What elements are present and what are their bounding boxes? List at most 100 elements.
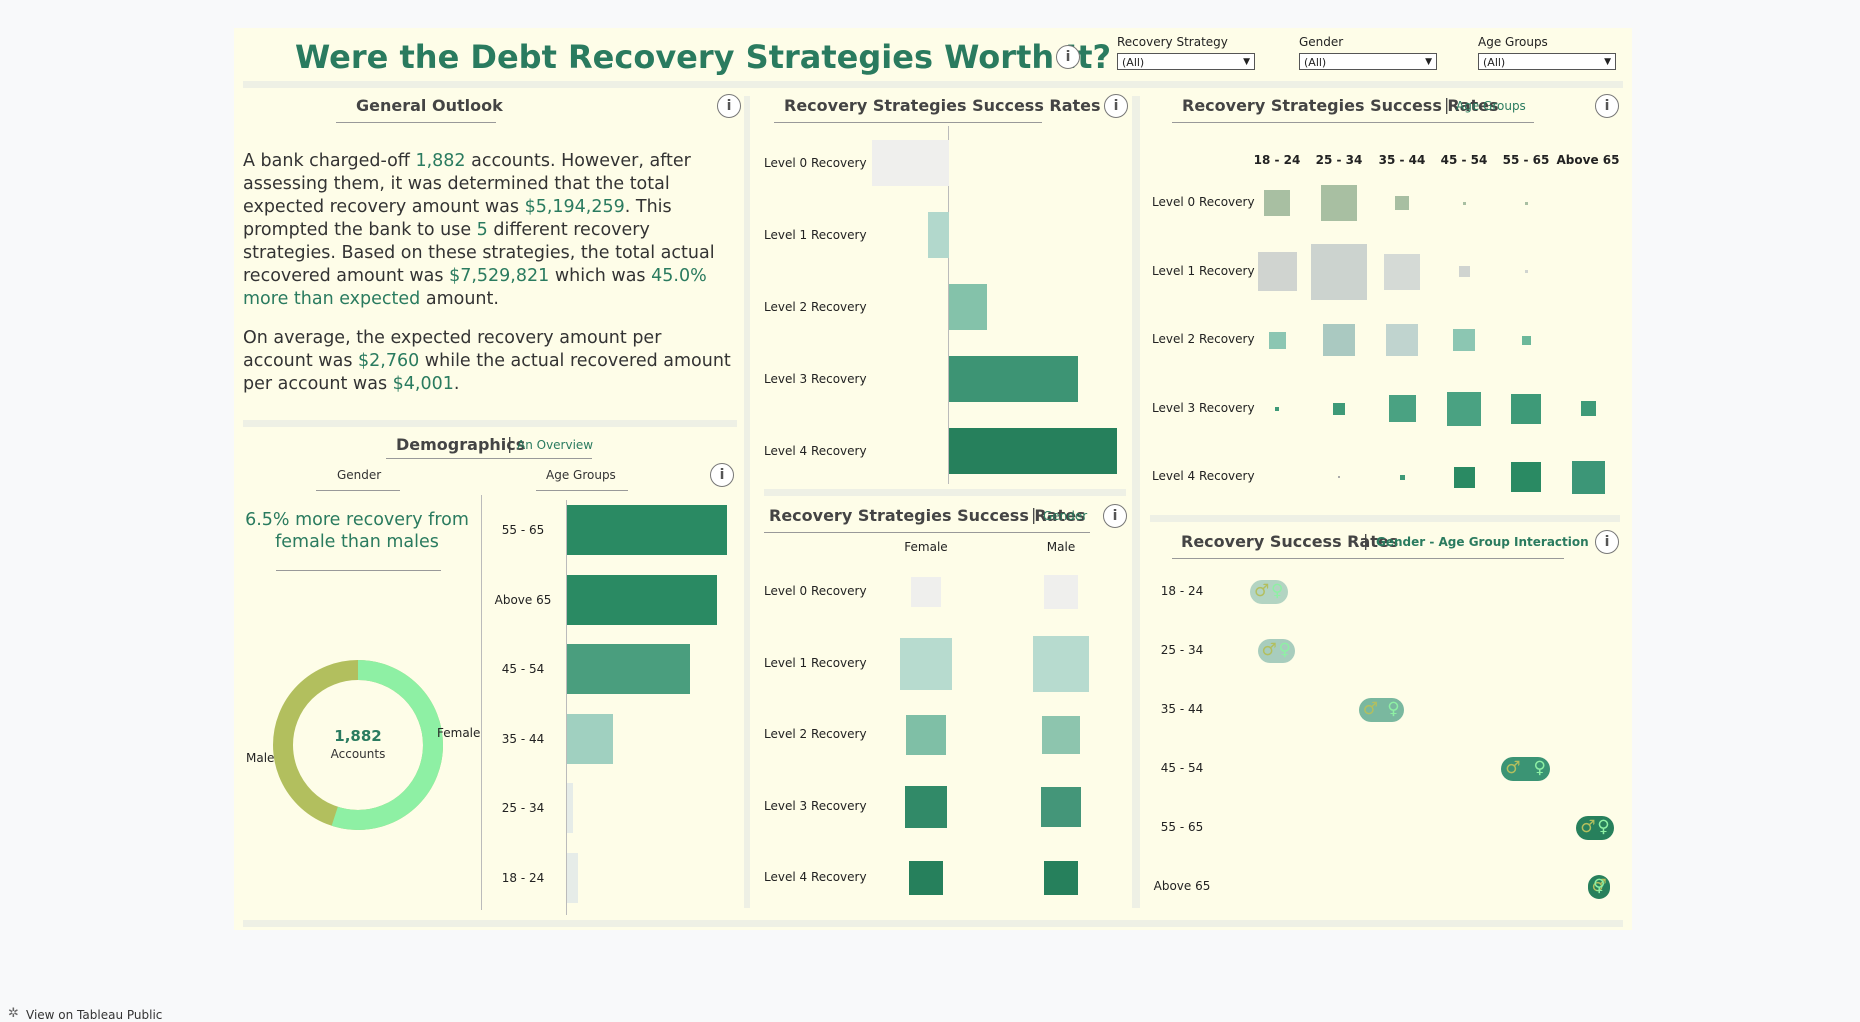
- title-underline: [386, 458, 592, 459]
- info-icon[interactable]: i: [717, 94, 741, 118]
- male-symbol-icon: ♂: [1261, 640, 1277, 660]
- age-bar-label: 25 - 34: [501, 801, 545, 815]
- age-rate-square[interactable]: [1524, 270, 1528, 273]
- filter-select-gender[interactable]: (All) ▼: [1299, 53, 1437, 70]
- gender-row-label: Level 2 Recovery: [764, 727, 867, 741]
- info-icon[interactable]: i: [1595, 530, 1619, 554]
- donut-female-segment[interactable]: [273, 660, 443, 830]
- strategy-bar[interactable]: [949, 428, 1117, 474]
- gender-donut[interactable]: [266, 650, 446, 830]
- age-rate-square[interactable]: [1462, 201, 1466, 205]
- age-rate-square[interactable]: [1311, 243, 1367, 300]
- age-rate-square[interactable]: [1321, 185, 1357, 221]
- age-rate-square[interactable]: [1268, 331, 1286, 349]
- interaction-range-pill[interactable]: ♂ ♀: [1576, 816, 1614, 840]
- strategy-row-label: Level 2 Recovery: [764, 300, 867, 314]
- age-column-header: 55 - 65: [1502, 153, 1550, 167]
- interaction-subtitle: Gender - Age Group Interaction: [1376, 535, 1589, 549]
- age-bar[interactable]: [567, 783, 574, 833]
- gender-rate-square[interactable]: [909, 861, 943, 895]
- age-rate-square[interactable]: [1399, 474, 1405, 480]
- strategy-bar[interactable]: [872, 140, 949, 186]
- male-symbol-icon: ♂: [1254, 581, 1270, 601]
- interaction-row-label: 35 - 44: [1160, 702, 1204, 716]
- gender-rate-square[interactable]: [905, 785, 947, 828]
- info-icon[interactable]: i: [710, 463, 734, 487]
- gender-rate-square[interactable]: [900, 637, 952, 690]
- strategy-bar[interactable]: [949, 356, 1078, 402]
- title-underline: [316, 490, 400, 491]
- age-bar[interactable]: [567, 852, 579, 903]
- age-bar[interactable]: [567, 505, 727, 555]
- age-rate-square[interactable]: [1453, 466, 1475, 488]
- interaction-range-pill[interactable]: ♂ ♀: [1501, 757, 1550, 781]
- dropdown-arrow-icon: ▼: [1604, 57, 1611, 67]
- age-bar-label: Above 65: [494, 592, 552, 607]
- strategy-row-label: Level 0 Recovery: [764, 156, 867, 170]
- filter-label-age: Age Groups: [1478, 35, 1548, 49]
- age-rate-square[interactable]: [1571, 460, 1605, 494]
- female-symbol-icon: ♀: [1533, 758, 1546, 778]
- age-row-label: Level 3 Recovery: [1152, 400, 1255, 415]
- filter-select-age[interactable]: (All) ▼: [1478, 53, 1616, 70]
- age-rate-square[interactable]: [1447, 391, 1481, 426]
- age-rate-square[interactable]: [1388, 395, 1416, 422]
- female-symbol-icon: ♀: [1593, 876, 1606, 896]
- general-outlook-title: General Outlook: [356, 96, 503, 115]
- general-outlook-paragraph-1: A bank charged-off 1,882 accounts. Howev…: [243, 151, 715, 309]
- age-rate-square[interactable]: [1386, 324, 1418, 356]
- interaction-range-pill[interactable]: ♂ ♀: [1250, 580, 1288, 604]
- info-icon[interactable]: i: [1103, 504, 1127, 528]
- gender-rate-square[interactable]: [1033, 635, 1089, 692]
- interaction-range-pill[interactable]: ♂ ♀: [1358, 698, 1404, 722]
- info-icon[interactable]: i: [1056, 45, 1080, 69]
- gender-rate-square[interactable]: [1044, 861, 1078, 895]
- age-rate-square[interactable]: [1338, 476, 1340, 478]
- age-rate-square[interactable]: [1458, 266, 1470, 277]
- age-bar-label: 18 - 24: [501, 870, 545, 885]
- title-underline: [1172, 558, 1564, 559]
- view-on-tableau-public-link[interactable]: View on Tableau Public: [26, 1008, 163, 1022]
- strategy-row-label: Level 4 Recovery: [764, 444, 867, 458]
- gender-rate-square[interactable]: [906, 715, 946, 755]
- info-icon[interactable]: i: [1104, 94, 1128, 118]
- strategy-bar[interactable]: [928, 212, 949, 258]
- column-divider: [1132, 96, 1140, 908]
- age-bar[interactable]: [567, 574, 718, 625]
- age-rate-square[interactable]: [1384, 253, 1420, 290]
- interaction-row-label: 45 - 54: [1160, 761, 1204, 775]
- gender-rate-square[interactable]: [1042, 716, 1080, 754]
- age-rate-square[interactable]: [1511, 462, 1541, 492]
- age-bar[interactable]: [567, 713, 614, 764]
- info-icon[interactable]: i: [1595, 94, 1619, 118]
- age-rate-square[interactable]: [1395, 196, 1409, 210]
- age-rate-square[interactable]: [1264, 190, 1290, 216]
- age-rate-square[interactable]: [1524, 201, 1528, 205]
- filter-label-gender: Gender: [1299, 35, 1344, 49]
- interaction-range-pill[interactable]: ♂ ♀: [1257, 639, 1295, 663]
- age-rate-square[interactable]: [1580, 401, 1596, 416]
- filter-select-strategy[interactable]: (All) ▼: [1117, 53, 1255, 70]
- strategy-bar[interactable]: [949, 284, 987, 330]
- age-rate-square[interactable]: [1275, 406, 1279, 411]
- age-rate-square[interactable]: [1323, 324, 1355, 356]
- age-rate-square[interactable]: [1453, 329, 1475, 351]
- title-underline: [536, 490, 628, 491]
- gender-column-header: Male: [1046, 540, 1076, 554]
- age-bar[interactable]: [567, 644, 691, 694]
- title-separator: |: [1031, 505, 1037, 524]
- outlook-divider: [243, 420, 737, 427]
- gender-rate-square[interactable]: [1041, 786, 1081, 827]
- gender-rate-square[interactable]: [911, 577, 941, 607]
- female-symbol-icon: ♀: [1278, 640, 1291, 660]
- age-bar-label: 35 - 44: [501, 731, 545, 746]
- age-groups-header: Age Groups: [546, 468, 616, 482]
- interaction-range-pill[interactable]: ♂ ♀: [1587, 875, 1610, 899]
- title-underline: [764, 532, 1090, 533]
- age-rate-square[interactable]: [1257, 252, 1297, 291]
- gender-rate-square[interactable]: [1044, 575, 1078, 609]
- age-rate-square[interactable]: [1333, 402, 1345, 415]
- age-rate-square[interactable]: [1511, 393, 1541, 424]
- age-rates-subtitle: Age Groups: [1456, 99, 1526, 113]
- age-rate-square[interactable]: [1521, 335, 1531, 345]
